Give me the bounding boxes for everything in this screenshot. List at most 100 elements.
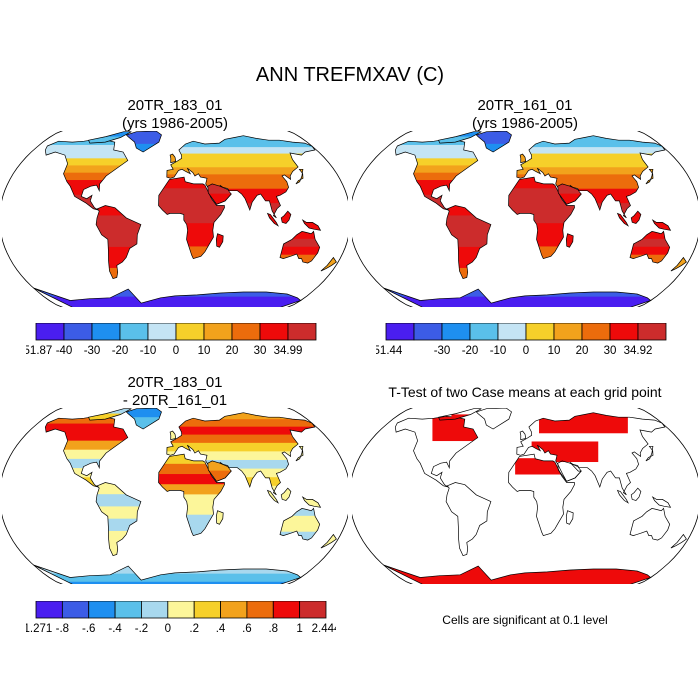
colorbar-tick-label: 10 <box>198 345 211 357</box>
colorbar-swatch <box>167 601 195 619</box>
land-borneo <box>281 488 291 501</box>
land-arabia <box>207 460 232 482</box>
colorbar-swatch <box>525 323 555 341</box>
colorbar-swatch <box>609 323 639 341</box>
land-british-isles <box>170 431 176 440</box>
coastline-borneo <box>630 487 642 501</box>
coastline-greenland-west-islands <box>438 131 482 144</box>
coastline-australia <box>629 230 671 264</box>
colorbar-tick-label: .6 <box>242 623 252 635</box>
coastline-new-guinea <box>651 496 672 508</box>
colorbar-tick-label: 1 <box>296 623 302 635</box>
coastline-greenland <box>125 131 162 153</box>
colorbar-swatch <box>637 323 667 341</box>
colorbar-swatch <box>497 323 527 341</box>
map-outline <box>2 408 348 584</box>
coastline-japan <box>295 168 304 185</box>
land-new-zealand <box>670 257 687 271</box>
land-greenland-west-islands <box>88 408 132 421</box>
land-sumatra <box>267 490 279 503</box>
land-greenland-west-islands <box>438 131 482 144</box>
colorbar-tick-label: .4 <box>216 623 226 635</box>
colorbar-swatch <box>385 323 415 341</box>
coastline-madagascar <box>215 510 224 525</box>
land-borneo <box>631 211 641 224</box>
panel-title-case1-line2: (yrs 1986-2005) <box>122 115 228 132</box>
coastline-antarctica <box>33 564 302 584</box>
land-new-guinea <box>302 497 321 508</box>
significant-antarctica <box>383 565 651 584</box>
colorbar-tick-label: .8 <box>268 623 278 635</box>
coastline-arabia <box>207 460 232 482</box>
coastline-new-zealand <box>670 256 687 272</box>
significant-europe-asia <box>531 412 628 463</box>
coastline-antarctica <box>383 564 652 584</box>
colorbar-swatch <box>63 323 93 341</box>
colorbar-tick-label: -.8 <box>56 623 69 635</box>
coastline-australia <box>279 507 321 541</box>
colorbar-tick-label: -.6 <box>82 623 95 635</box>
colorbar-swatch <box>147 323 177 341</box>
coastline-africa <box>508 176 575 260</box>
colorbar-swatch <box>287 323 317 341</box>
panel-title-case1: 20TR_183_01 (yrs 1986-2005) <box>25 97 325 133</box>
coastline-british-isles <box>519 153 527 164</box>
coastline-africa <box>158 453 225 537</box>
coastline-greenland <box>475 408 512 430</box>
colorbar-swatch <box>413 323 443 341</box>
coastline-madagascar <box>565 510 574 525</box>
colorbar-swatch <box>88 601 116 619</box>
coastline-south-america <box>445 482 492 557</box>
colorbar-swatch <box>193 601 221 619</box>
colorbar-tick-label: -10 <box>140 345 157 357</box>
panel-title-diff: 20TR_183_01 - 20TR_161_01 <box>25 374 325 410</box>
land-new-zealand <box>320 534 337 548</box>
coastline-new-guinea <box>651 219 672 231</box>
colorbar-swatch <box>119 323 149 341</box>
map-ttest <box>352 408 698 584</box>
map-case2 <box>352 131 698 307</box>
colorbar-tick-label: 0 <box>173 345 179 357</box>
colorbar-swatch <box>203 323 233 341</box>
colorbar-tick-label: 20 <box>226 345 239 357</box>
coastline-australia <box>629 507 671 541</box>
coastline-australia <box>279 230 321 264</box>
colorbar-swatch <box>61 601 90 619</box>
coastline-british-isles <box>169 153 177 164</box>
land-greenland-west-islands <box>88 131 132 144</box>
land-sumatra <box>267 213 279 226</box>
colorbar-swatch <box>231 323 261 341</box>
land-madagascar <box>216 233 224 248</box>
colorbar-swatch <box>114 601 142 619</box>
land-new-zealand <box>320 257 337 271</box>
colorbar-tick-label: -.2 <box>135 623 148 635</box>
coastline-south-america <box>95 482 142 557</box>
coastline-sumatra <box>266 489 280 504</box>
coastline-borneo <box>280 487 292 501</box>
coastline-british-isles <box>519 430 527 441</box>
colorbar-tick-label: -.4 <box>108 623 122 635</box>
coastline-africa <box>158 176 225 260</box>
colorbar-tick-label: 10 <box>548 345 561 357</box>
panel-title-diff-line1: 20TR_183_01 <box>127 374 223 391</box>
coastline-europe-asia <box>166 135 316 219</box>
colorbar-swatch <box>469 323 499 341</box>
colorbar-swatch <box>35 323 65 341</box>
colorbar-tick-label: -20 <box>462 345 479 357</box>
significant-africa <box>515 458 562 475</box>
coastline-borneo <box>280 210 292 224</box>
coastline-africa <box>508 453 575 537</box>
colorbar-swatch <box>246 601 274 619</box>
coastline-japan <box>295 445 304 462</box>
coastline-japan <box>645 168 654 185</box>
coastline-new-zealand <box>670 533 687 549</box>
coastline-greenland <box>475 131 512 153</box>
colorbar-tick-label: -51.87 <box>26 345 52 357</box>
coastline-north-america <box>394 138 479 211</box>
colorbar-tick-label: 30 <box>604 345 617 357</box>
coastline-antarctica <box>383 287 652 307</box>
land-madagascar <box>566 233 574 248</box>
colorbar-tick-label: -30 <box>84 345 101 357</box>
land-arabia <box>207 183 232 205</box>
coastline-madagascar <box>215 233 224 248</box>
